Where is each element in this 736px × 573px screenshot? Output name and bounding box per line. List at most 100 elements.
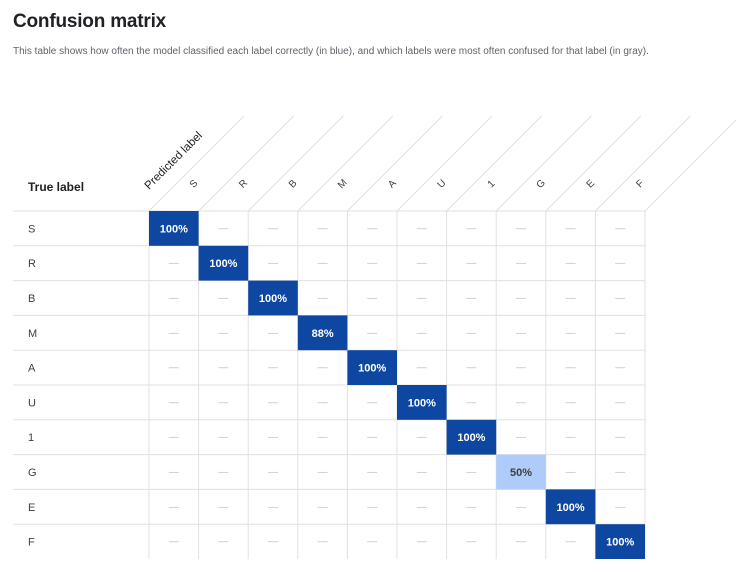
cell-empty: — bbox=[367, 258, 377, 269]
cell-empty: — bbox=[466, 223, 476, 234]
cell-empty: — bbox=[417, 502, 427, 513]
cell-value: 100% bbox=[408, 397, 436, 409]
page-description: This table shows how often the model cla… bbox=[13, 46, 649, 57]
cell-empty: — bbox=[318, 432, 328, 443]
cell-empty: — bbox=[516, 258, 526, 269]
cell-value: 100% bbox=[358, 363, 386, 375]
cell-empty: — bbox=[367, 537, 377, 548]
cell-empty: — bbox=[218, 223, 228, 234]
cell-empty: — bbox=[318, 293, 328, 304]
cell-empty: — bbox=[417, 328, 427, 339]
cell-empty: — bbox=[218, 432, 228, 443]
header-slant-line bbox=[545, 115, 642, 212]
cell-value: 100% bbox=[457, 432, 485, 444]
cell-empty: — bbox=[318, 223, 328, 234]
cell-empty: — bbox=[218, 328, 228, 339]
cell-empty: — bbox=[615, 293, 625, 304]
cell-empty: — bbox=[466, 397, 476, 408]
cell-empty: — bbox=[268, 363, 278, 374]
cell-value: 50% bbox=[510, 467, 532, 479]
header-slant-line bbox=[148, 115, 245, 212]
column-label: 1 bbox=[486, 178, 498, 190]
row-label: G bbox=[28, 467, 37, 479]
row-label: E bbox=[28, 502, 35, 514]
column-label: B bbox=[287, 178, 300, 191]
cell-empty: — bbox=[367, 467, 377, 478]
page-title: Confusion matrix bbox=[13, 11, 167, 32]
cell-fill bbox=[595, 524, 645, 559]
header-slant-line bbox=[595, 115, 691, 212]
cell-empty: — bbox=[615, 432, 625, 443]
cell-empty: — bbox=[566, 432, 576, 443]
column-label: A bbox=[386, 178, 399, 191]
cell-fill bbox=[397, 385, 447, 420]
cell-empty: — bbox=[466, 328, 476, 339]
cell-empty: — bbox=[466, 537, 476, 548]
cell-empty: — bbox=[466, 467, 476, 478]
cell-empty: — bbox=[566, 328, 576, 339]
cell-value: 100% bbox=[209, 258, 237, 270]
column-label: E bbox=[585, 178, 598, 191]
row-label: U bbox=[28, 397, 36, 409]
cell-empty: — bbox=[566, 223, 576, 234]
cell-empty: — bbox=[516, 537, 526, 548]
cell-empty: — bbox=[318, 467, 328, 478]
cell-empty: — bbox=[615, 223, 625, 234]
cell-value: 100% bbox=[160, 223, 188, 235]
cell-empty: — bbox=[516, 223, 526, 234]
cell-empty: — bbox=[318, 363, 328, 374]
cell-fill bbox=[545, 489, 596, 525]
cell-empty: — bbox=[268, 258, 278, 269]
cell-empty: — bbox=[367, 502, 377, 513]
cell-empty: — bbox=[417, 363, 427, 374]
cell-empty: — bbox=[169, 502, 179, 513]
row-label: B bbox=[28, 293, 35, 305]
cell-empty: — bbox=[417, 258, 427, 269]
cell-empty: — bbox=[615, 258, 625, 269]
cell-empty: — bbox=[417, 293, 427, 304]
header-slant-line bbox=[198, 115, 294, 212]
cell-empty: — bbox=[566, 258, 576, 269]
cell-empty: — bbox=[169, 293, 179, 304]
cell-empty: — bbox=[566, 537, 576, 548]
header-slant-line bbox=[347, 115, 443, 212]
cell-empty: — bbox=[516, 502, 526, 513]
cell-empty: — bbox=[218, 537, 228, 548]
cell-empty: — bbox=[218, 363, 228, 374]
cell-fill bbox=[446, 419, 497, 455]
column-label: U bbox=[436, 178, 449, 191]
cell-empty: — bbox=[268, 397, 278, 408]
row-label: R bbox=[28, 258, 36, 270]
cell-empty: — bbox=[268, 467, 278, 478]
cell-empty: — bbox=[169, 258, 179, 269]
cell-value: 100% bbox=[259, 293, 287, 305]
cell-empty: — bbox=[169, 397, 179, 408]
cell-empty: — bbox=[516, 363, 526, 374]
cell-empty: — bbox=[566, 363, 576, 374]
cell-empty: — bbox=[566, 397, 576, 408]
cell-empty: — bbox=[466, 502, 476, 513]
cell-empty: — bbox=[367, 293, 377, 304]
header-slant-line bbox=[446, 115, 542, 212]
column-label: R bbox=[237, 178, 250, 191]
matrix-cells: 100% — — — — — — — — — — 100% — — — — — — — — — — 100% — — — — — — — —… bbox=[149, 211, 645, 559]
cell-empty: — bbox=[367, 328, 377, 339]
header-slant-line bbox=[495, 115, 592, 212]
column-label: S bbox=[188, 178, 201, 191]
cell-empty: — bbox=[318, 258, 328, 269]
cell-fill bbox=[248, 280, 298, 316]
row-label: M bbox=[28, 328, 37, 340]
cell-empty: — bbox=[218, 293, 228, 304]
cell-empty: — bbox=[218, 397, 228, 408]
cell-empty: — bbox=[615, 363, 625, 374]
cell-empty: — bbox=[615, 328, 625, 339]
cell-empty: — bbox=[268, 328, 278, 339]
cell-empty: — bbox=[615, 502, 625, 513]
cell-empty: — bbox=[615, 397, 625, 408]
cell-empty: — bbox=[417, 432, 427, 443]
cell-empty: — bbox=[566, 293, 576, 304]
cell-empty: — bbox=[367, 432, 377, 443]
cell-fill bbox=[297, 315, 348, 351]
cell-empty: — bbox=[218, 467, 228, 478]
cell-empty: — bbox=[169, 432, 179, 443]
